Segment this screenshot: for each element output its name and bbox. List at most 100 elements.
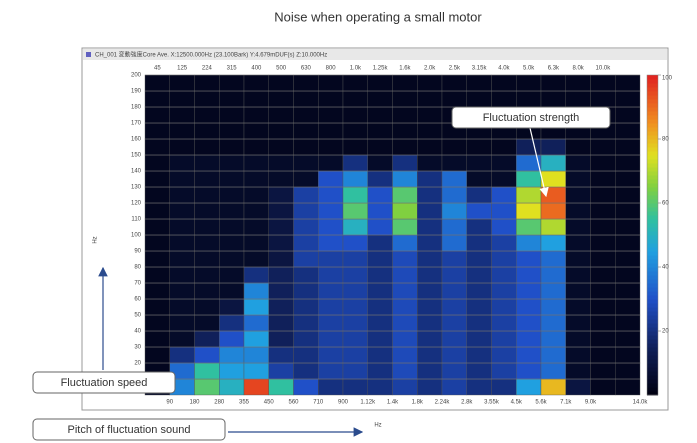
heatmap-cell — [219, 234, 245, 252]
colorbar-segment — [647, 203, 658, 208]
heatmap-cell — [194, 138, 220, 156]
heatmap-cell — [318, 234, 344, 252]
colorbar-segment — [647, 283, 658, 288]
heatmap-cell — [516, 74, 542, 92]
heatmap-cell — [169, 250, 195, 268]
colorbar-segment — [647, 231, 658, 236]
heatmap-cell — [169, 170, 195, 188]
heatmap-cell — [268, 378, 294, 396]
colorbar-segment — [647, 103, 658, 108]
heatmap-cell — [392, 378, 418, 396]
heatmap-cell — [516, 346, 542, 364]
heatmap-cell — [417, 106, 443, 124]
colorbar-segment — [647, 311, 658, 316]
heatmap-cell — [540, 346, 566, 364]
colorbar-segment — [647, 327, 658, 332]
heatmap-cell — [367, 186, 393, 204]
heatmap-cell — [615, 202, 641, 220]
x-tick-label-top: 1.6k — [399, 66, 411, 72]
colorbar-segment — [647, 379, 658, 384]
colorbar-segment — [647, 391, 658, 396]
heatmap-cell — [318, 266, 344, 284]
heatmap-cell — [565, 250, 591, 268]
heatmap-cell — [565, 314, 591, 332]
heatmap-cell — [441, 202, 467, 220]
heatmap-cell — [540, 170, 566, 188]
heatmap-cell — [516, 218, 542, 236]
heatmap-cell — [516, 378, 542, 396]
heatmap-cell — [144, 314, 170, 332]
colorbar-frame — [646, 74, 659, 396]
heatmap-cell — [293, 282, 319, 300]
heatmap-cell — [417, 138, 443, 156]
x-tick-label-top: 5.0k — [523, 66, 535, 72]
colorbar-segment — [647, 343, 658, 348]
x-tick-label: 1.12k — [360, 400, 376, 406]
annotation-box — [32, 371, 176, 394]
heatmap-cell — [540, 250, 566, 268]
x-tick-label-top: 10.0k — [596, 66, 612, 72]
heatmap-cell — [243, 250, 269, 268]
heatmap-cell — [268, 202, 294, 220]
x-tick-label-top: 1.0k — [350, 66, 362, 72]
heatmap-cell — [243, 234, 269, 252]
heatmap-cell — [540, 362, 566, 380]
heatmap-cell — [318, 346, 344, 364]
heatmap-cell — [169, 346, 195, 364]
colorbar-segment — [647, 295, 658, 300]
heatmap-cell — [540, 202, 566, 220]
colorbar-segment — [647, 195, 658, 200]
heatmap-cell — [293, 330, 319, 348]
x-axis-label: Hz — [374, 423, 381, 429]
heatmap-cell — [268, 186, 294, 204]
colorbar-segment — [647, 235, 658, 240]
heatmap-cell — [590, 346, 616, 364]
heatmap-cell — [540, 314, 566, 332]
heatmap-cell — [293, 122, 319, 140]
colorbar-segment — [647, 323, 658, 328]
heatmap-cell — [219, 138, 245, 156]
heatmap-cell — [392, 266, 418, 284]
heatmap-cell — [144, 266, 170, 284]
heatmap-cell — [441, 250, 467, 268]
heatmap-cell — [169, 266, 195, 284]
heatmap-cell — [565, 138, 591, 156]
x-tick-label: 7.1k — [560, 400, 572, 406]
heatmap-cell — [516, 266, 542, 284]
heatmap-cell — [367, 250, 393, 268]
heatmap-cell — [342, 170, 368, 188]
heatmap-cell — [268, 282, 294, 300]
heatmap-cell — [466, 298, 492, 316]
colorbar-segment — [647, 123, 658, 128]
heatmap-cell — [268, 330, 294, 348]
heatmap-cell — [219, 298, 245, 316]
heatmap-cell — [615, 106, 641, 124]
heatmap-cell — [417, 74, 443, 92]
heatmap-cell — [293, 362, 319, 380]
heatmap-cell — [194, 346, 220, 364]
heatmap-cell — [441, 330, 467, 348]
heatmap-cell — [466, 138, 492, 156]
heatmap-cell — [268, 90, 294, 108]
heatmap-cell — [590, 90, 616, 108]
heatmap-cell — [293, 218, 319, 236]
x-tick-label-top: 800 — [326, 66, 337, 72]
heatmap-cell — [516, 170, 542, 188]
annotation: Fluctuation strength — [483, 112, 580, 124]
y-tick-label: 90 — [134, 249, 141, 255]
x-tick-label-top: 2.5k — [449, 66, 461, 72]
heatmap-cell — [342, 266, 368, 284]
heatmap-cell — [268, 122, 294, 140]
x-tick-label-top: 224 — [202, 66, 213, 72]
heatmap-cell — [540, 74, 566, 92]
heatmap-cell — [293, 378, 319, 396]
heatmap-cell — [441, 234, 467, 252]
heatmap-cell — [615, 298, 641, 316]
heatmap-cell — [219, 170, 245, 188]
colorbar-segment — [647, 219, 658, 224]
colorbar-segment — [647, 383, 658, 388]
colorbar-segment — [647, 355, 658, 360]
heatmap-cell — [540, 298, 566, 316]
heatmap-cell — [417, 154, 443, 172]
